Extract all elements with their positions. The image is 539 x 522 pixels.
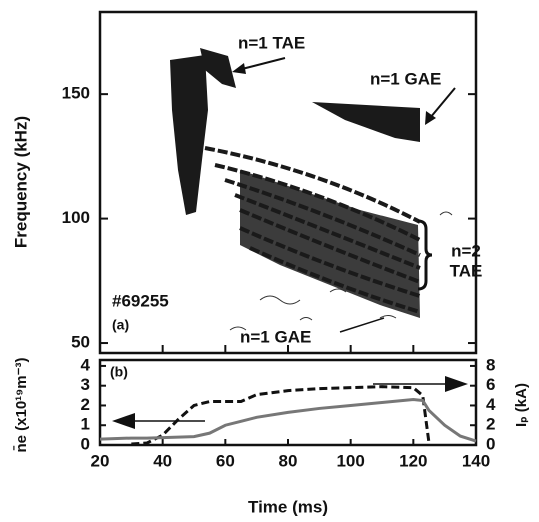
y-tick-label: 150: [62, 84, 90, 103]
y-tick-label: 2: [81, 395, 90, 414]
annotation: n=1 TAE: [238, 33, 305, 52]
arrow-head: [445, 376, 468, 392]
annotation: n=1 GAE: [370, 69, 441, 88]
contour-band: [224, 178, 421, 257]
annotation-arrows: [112, 57, 468, 429]
x-tick-label: 80: [279, 451, 298, 470]
y-axis-label: n̄e (x10¹⁹m⁻³): [12, 357, 30, 452]
arrow: [339, 317, 385, 333]
y-tick-label: 0: [81, 434, 90, 453]
annotation: TAE: [450, 261, 483, 280]
y2-tick-label: 8: [486, 355, 495, 374]
y-axis-label: Frequency (kHz): [11, 116, 30, 248]
arrow: [237, 57, 286, 71]
y2-axis-label: Iₚ (kA): [513, 383, 530, 427]
y-tick-label: 3: [81, 375, 90, 394]
y-tick-label: 1: [81, 415, 90, 434]
y-tick-label: 50: [71, 333, 90, 352]
x-tick-label: 60: [216, 451, 235, 470]
contour-blob: [200, 48, 236, 88]
annotation: n=1 GAE: [240, 327, 311, 346]
contour-band: [204, 146, 421, 224]
brace: [417, 219, 433, 291]
y-tick-label: 4: [81, 355, 91, 374]
contour-blob: [312, 102, 420, 142]
x-tick-label: 120: [399, 451, 427, 470]
panel-frame: [98, 358, 478, 447]
arrow: [429, 87, 456, 119]
arrow-head: [112, 413, 135, 429]
x-tick-label: 140: [462, 451, 490, 470]
x-tick-label: 40: [153, 451, 172, 470]
x-axis-label: Time (ms): [248, 497, 328, 516]
y2-tick-label: 0: [486, 434, 495, 453]
contour-band: [214, 163, 421, 242]
spectrogram: [170, 48, 453, 331]
panel-label: (b): [110, 364, 128, 380]
y2-tick-label: 2: [486, 415, 495, 434]
annotation: n=2: [451, 241, 481, 260]
series-line: [131, 385, 431, 446]
contour-band: [239, 226, 421, 298]
y2-tick-label: 4: [486, 395, 496, 414]
x-tick-label: 20: [91, 451, 110, 470]
y2-tick-label: 6: [486, 375, 495, 394]
series-line: [99, 398, 477, 443]
contour-band: [249, 246, 421, 314]
arrow-head: [232, 63, 246, 74]
arrow-head: [425, 111, 436, 125]
contour-blob: [170, 55, 208, 215]
y-tick-label: 100: [62, 208, 90, 227]
annotation: (a): [112, 317, 129, 333]
annotation: #69255: [112, 291, 169, 310]
contour-band: [234, 193, 421, 270]
contour-band: [239, 208, 421, 284]
contour-noise: [229, 211, 453, 331]
x-tick-label: 100: [336, 451, 364, 470]
